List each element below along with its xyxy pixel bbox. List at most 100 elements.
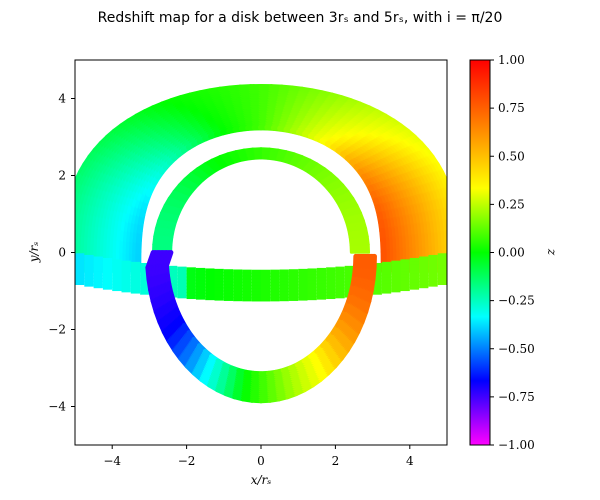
y-axis-label: y/rₛ xyxy=(27,242,41,264)
disk-segment xyxy=(164,220,169,231)
disk-segment xyxy=(354,220,360,231)
disk-segment xyxy=(165,228,170,239)
disk-segment xyxy=(152,234,156,246)
disk-segment xyxy=(360,219,366,230)
disk-segment xyxy=(451,210,453,221)
colorbar-tick-label: 0.25 xyxy=(498,197,525,211)
disk-segment xyxy=(444,207,447,223)
x-axis-label: x/rₛ xyxy=(251,473,272,487)
disk-front-band xyxy=(75,253,447,302)
colorbar-tick-label: −0.25 xyxy=(498,294,535,308)
colorbar-gradient xyxy=(469,59,491,446)
y-axis: −4 −2 0 2 4 xyxy=(48,92,75,414)
disk-segment xyxy=(158,227,163,238)
disk-segment xyxy=(68,199,70,209)
y-tick-label: 0 xyxy=(58,246,66,260)
disk-segment xyxy=(363,235,367,246)
disk-segment xyxy=(168,214,174,224)
disk-segment xyxy=(154,219,160,230)
disk-segment xyxy=(352,236,357,247)
y-tick-label: −4 xyxy=(48,400,66,414)
x-tick-label: 0 xyxy=(257,454,265,468)
disk-segment xyxy=(364,235,369,246)
disk-segment xyxy=(353,228,358,239)
colorbar-label: z xyxy=(545,248,559,256)
disk-segment xyxy=(157,219,163,230)
y-tick-label: 4 xyxy=(58,92,66,106)
disk-segment xyxy=(453,220,454,232)
disk-segment xyxy=(68,220,69,232)
disk-segment xyxy=(353,220,358,231)
disk-segment xyxy=(346,214,352,224)
disk-segment xyxy=(362,219,368,230)
y-tick-label: −2 xyxy=(48,323,66,337)
disk-segment xyxy=(153,226,158,238)
disk-segment xyxy=(69,210,71,221)
disk-segment xyxy=(359,219,365,230)
disk-segment xyxy=(442,197,447,214)
disk-segment xyxy=(349,213,355,224)
disk-segment xyxy=(156,219,162,230)
disk-segment xyxy=(161,220,167,231)
disk-segment xyxy=(166,213,172,224)
disk-segment xyxy=(158,219,164,230)
disk-segment xyxy=(155,227,161,238)
disk-segment xyxy=(348,221,353,232)
colorbar-tick-label: −1.00 xyxy=(498,438,535,452)
colorbar-tick-label: 0.75 xyxy=(498,101,525,115)
disk-segment xyxy=(164,236,168,247)
disk-segment xyxy=(356,235,361,246)
colorbar-tick-label: −0.75 xyxy=(498,390,535,404)
disk-segment xyxy=(355,220,361,231)
disk-segment xyxy=(160,235,164,246)
disk-segment xyxy=(366,234,370,246)
disk-segment xyxy=(165,220,171,231)
disk-segment xyxy=(159,235,163,246)
disk-segment xyxy=(170,214,176,224)
disk-segment xyxy=(361,227,367,238)
disk-segment xyxy=(161,228,166,239)
disk-segment xyxy=(360,235,365,246)
colorbar: 1.00 0.75 0.50 0.25 0.00 −0.25 −0.50 −0.75 −1.00… xyxy=(469,53,559,452)
disk-segment xyxy=(349,221,354,232)
disk-segment xyxy=(354,212,360,223)
disk-segment xyxy=(67,233,68,247)
disk-segment xyxy=(64,232,65,246)
disk-segment xyxy=(353,212,359,223)
disk-segment xyxy=(168,221,173,232)
disk-segment xyxy=(351,220,357,231)
x-tick-label: 2 xyxy=(332,454,340,468)
disk-segment xyxy=(162,220,168,231)
disk-segment xyxy=(155,235,159,246)
disk-segment xyxy=(351,213,358,223)
disk-segment xyxy=(451,233,452,247)
disk-segment xyxy=(162,212,168,223)
disk-segment xyxy=(358,235,362,246)
disk-segment xyxy=(350,213,356,224)
disk-segment xyxy=(355,235,359,247)
disk-segment xyxy=(75,230,78,251)
disk-segment xyxy=(162,228,167,239)
disk-segment xyxy=(356,228,361,239)
disk-segment xyxy=(456,220,457,232)
disk-segment xyxy=(161,212,167,223)
disk-segment xyxy=(451,199,453,209)
disk-segment xyxy=(359,235,363,246)
disk-segment xyxy=(164,213,171,223)
redshift-disk-image xyxy=(64,83,458,404)
disk-segment xyxy=(75,186,77,195)
disk-segment xyxy=(362,235,366,246)
disk-segment xyxy=(457,232,458,246)
disk-segment xyxy=(360,227,365,238)
disk-segment xyxy=(165,236,170,247)
disk-segment xyxy=(161,235,166,246)
disk-segment xyxy=(354,236,358,247)
disk-segment xyxy=(364,226,369,238)
disk-segment xyxy=(164,228,169,239)
x-axis: −4 −2 0 2 4 xyxy=(103,445,414,468)
chart-title: Redshift map for a disk between 3rₛ and … xyxy=(98,10,503,26)
colorbar-ticks: 1.00 0.75 0.50 0.25 0.00 −0.25 −0.50 −0.75 −1.00 xyxy=(490,53,535,452)
disk-segment xyxy=(350,228,354,239)
disk-segment xyxy=(65,220,66,232)
disk-segment xyxy=(167,213,173,224)
